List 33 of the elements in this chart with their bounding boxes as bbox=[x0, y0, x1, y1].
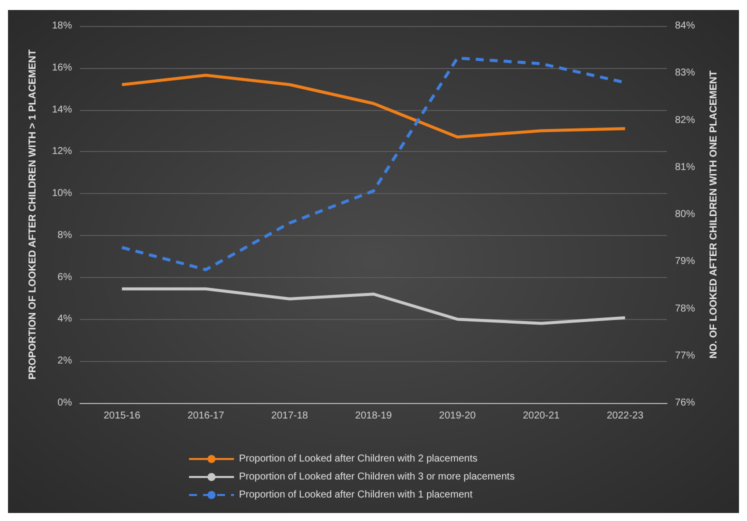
x-tick-label: 2022-23 bbox=[606, 410, 644, 422]
y2-tick-label: 77% bbox=[675, 350, 696, 362]
y-tick-label: 10% bbox=[52, 188, 72, 200]
y2-tick-label: 81% bbox=[675, 162, 696, 173]
legend-label: Proportion of Looked after Children with 3 or more placements bbox=[239, 472, 515, 482]
x-tick-label: 2016-17 bbox=[187, 410, 225, 422]
y-tick-label: 6% bbox=[58, 272, 72, 283]
line-series bbox=[120, 74, 627, 139]
y-tick-label: 14% bbox=[52, 104, 72, 116]
y2-tick-label: 83% bbox=[675, 68, 696, 79]
y-tick-label: 18% bbox=[52, 20, 72, 32]
x-tick-label: 2017-18 bbox=[271, 410, 308, 422]
y2-tick-label: 76% bbox=[675, 398, 696, 408]
x-tick-label: 2018-19 bbox=[355, 410, 392, 422]
line-series bbox=[120, 287, 627, 325]
x-tick-label: 2019-20 bbox=[439, 410, 476, 422]
x-tick-label: 2020-21 bbox=[522, 410, 560, 422]
legend-label: Proportion of Looked after Children with 2 placements bbox=[239, 454, 478, 464]
y2-tick-label: 82% bbox=[675, 114, 696, 126]
y-tick-label: 8% bbox=[58, 230, 72, 241]
legend-label: Proportion of Looked after Children with 1 placement bbox=[239, 490, 473, 500]
y-tick-label: 2% bbox=[58, 356, 72, 367]
x-tick-label: 2015-16 bbox=[104, 410, 141, 422]
y2-tick-label: 84% bbox=[675, 20, 696, 32]
y2-tick-label: 79% bbox=[675, 256, 696, 268]
y2-tick-label: 78% bbox=[675, 303, 696, 314]
y-tick-label: 4% bbox=[58, 314, 72, 325]
y-tick-label: 0% bbox=[58, 398, 72, 408]
y-tick-label: 12% bbox=[52, 146, 72, 158]
y2-axis-title: NO. OF LOOKED AFTER CHILDREN WITH ONE PLACEMENT bbox=[708, 70, 720, 358]
y-axis-title: PROPORTION OF LOOKED AFTER CHILDREN WITH > 1 PLACEMENT bbox=[28, 50, 38, 380]
y-tick-label: 16% bbox=[52, 62, 72, 74]
y2-tick-label: 80% bbox=[675, 209, 696, 220]
